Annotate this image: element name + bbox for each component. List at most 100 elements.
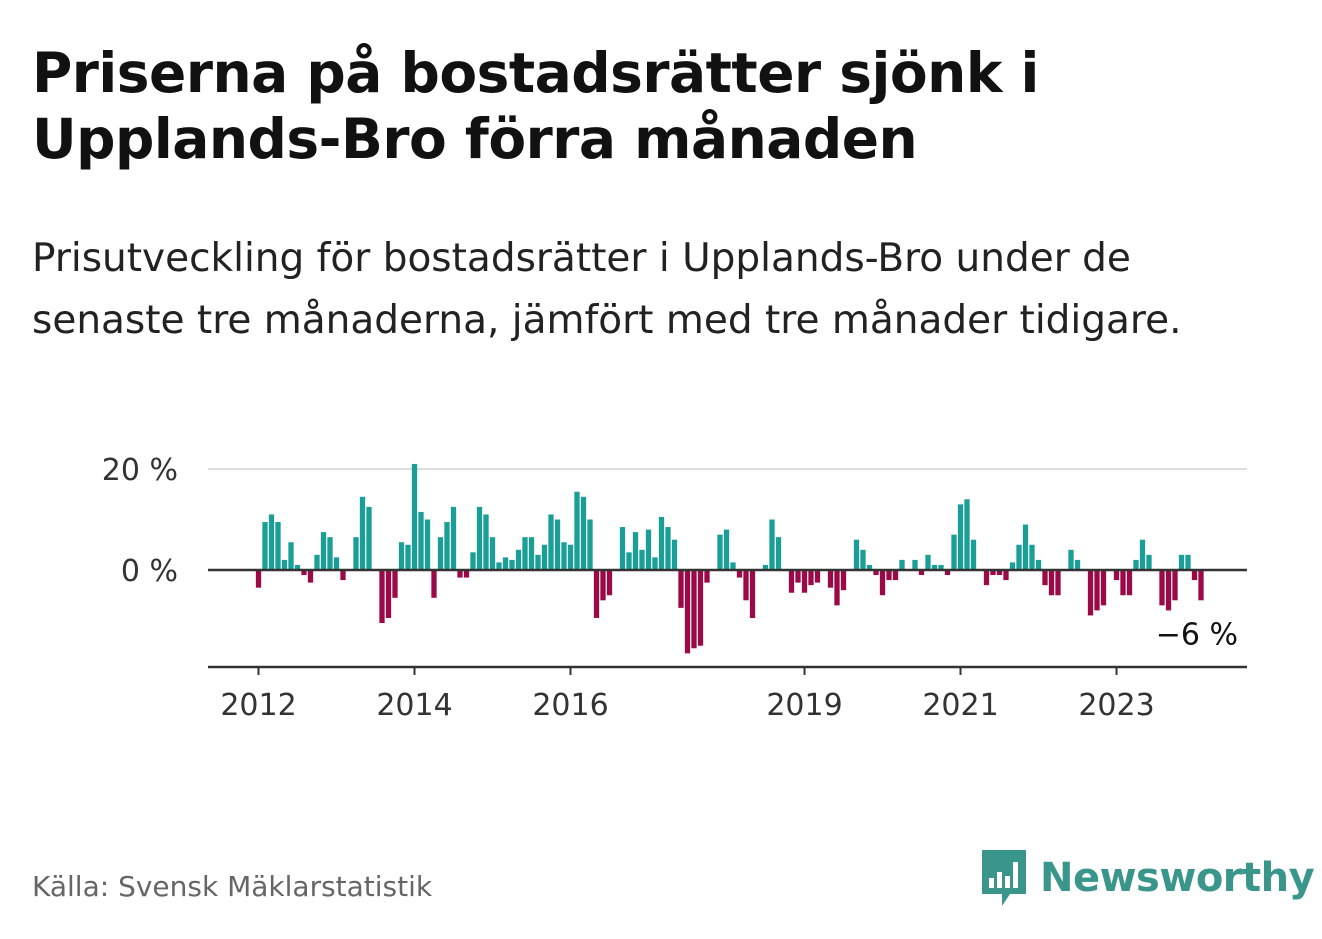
bar xyxy=(840,570,847,591)
bar xyxy=(704,570,710,583)
bar xyxy=(879,570,886,596)
bar xyxy=(275,522,281,570)
bar xyxy=(853,539,860,570)
bar xyxy=(1022,524,1029,570)
bar xyxy=(574,491,580,570)
brand-name: Newsworthy xyxy=(1040,855,1315,901)
bar xyxy=(288,542,294,570)
bar xyxy=(606,570,613,596)
bar xyxy=(1100,570,1107,606)
bar xyxy=(652,557,658,570)
bar xyxy=(970,539,977,570)
newsworthy-logo-icon xyxy=(982,850,1026,906)
bar xyxy=(424,519,431,570)
labels: 20 % 0 % 2012 2014 2016 2019 2021 2023 −6 % xyxy=(102,453,1238,723)
bar xyxy=(964,499,970,570)
bar xyxy=(437,537,444,570)
bar xyxy=(385,570,392,618)
bar xyxy=(1003,570,1009,581)
bar xyxy=(827,570,834,588)
bar xyxy=(483,514,489,570)
bar xyxy=(600,570,606,601)
bar xyxy=(665,527,671,570)
bar xyxy=(1159,570,1165,606)
bar xyxy=(294,564,301,570)
bar xyxy=(938,564,944,570)
bar xyxy=(749,570,756,618)
bar xyxy=(944,570,951,576)
bar xyxy=(639,549,645,570)
bar xyxy=(1035,559,1042,570)
bar xyxy=(1016,544,1022,570)
bar xyxy=(392,570,398,598)
bar xyxy=(736,570,743,578)
bar xyxy=(684,570,691,654)
bar xyxy=(281,559,288,570)
y-tick-label: 0 % xyxy=(121,554,178,589)
bar xyxy=(645,529,652,570)
bar xyxy=(593,570,600,618)
x-tick-label: 2014 xyxy=(376,688,452,723)
bar xyxy=(1126,570,1133,596)
bar xyxy=(951,534,957,570)
bar xyxy=(717,534,723,570)
bar xyxy=(957,504,964,570)
bar xyxy=(450,506,457,570)
bar xyxy=(814,570,821,583)
bar xyxy=(502,557,509,570)
bar xyxy=(658,516,665,570)
bar xyxy=(912,559,918,570)
bar xyxy=(255,570,262,588)
bar xyxy=(398,542,405,570)
bar xyxy=(769,519,775,570)
bar xyxy=(808,570,814,586)
chart-subtitle: Prisutveckling för bostadsrätter i Uppla… xyxy=(32,236,1182,343)
bar xyxy=(691,570,697,649)
bar xyxy=(444,522,450,570)
bar xyxy=(671,539,678,570)
bar xyxy=(1029,544,1035,570)
bar xyxy=(1087,570,1094,616)
bar xyxy=(1185,554,1191,570)
bar xyxy=(632,532,639,570)
bar xyxy=(333,557,340,570)
bar xyxy=(918,570,925,576)
bar xyxy=(1198,570,1204,601)
bar xyxy=(1120,570,1126,596)
bar xyxy=(892,570,899,581)
bar xyxy=(1009,562,1016,570)
bar xyxy=(262,522,268,570)
x-tick-label: 2012 xyxy=(220,688,296,723)
bar xyxy=(476,506,483,570)
bar xyxy=(775,537,782,570)
chart-title: Priserna på bostadsrätter sjönk i Upplan… xyxy=(32,41,1039,171)
bar xyxy=(1068,549,1074,570)
bar xyxy=(626,552,632,570)
bar xyxy=(509,559,515,570)
x-tick-label: 2016 xyxy=(532,688,608,723)
bar xyxy=(834,570,840,606)
bar xyxy=(320,532,327,570)
x-tick-label: 2023 xyxy=(1078,688,1154,723)
bar xyxy=(1048,570,1055,596)
bar xyxy=(541,544,548,570)
bar xyxy=(1172,570,1178,601)
bar xyxy=(678,570,684,608)
bar xyxy=(1113,570,1120,581)
bar xyxy=(925,554,931,570)
bar xyxy=(548,514,554,570)
x-tick-label: 2019 xyxy=(766,688,842,723)
bar xyxy=(899,559,905,570)
bar xyxy=(567,544,574,570)
axes xyxy=(208,568,1247,675)
bar xyxy=(801,570,808,593)
bar xyxy=(470,552,476,570)
bar xyxy=(405,544,411,570)
bar xyxy=(1042,570,1048,586)
bar xyxy=(314,554,320,570)
bar xyxy=(996,570,1003,576)
bar xyxy=(1178,554,1185,570)
bar xyxy=(743,570,749,601)
bar xyxy=(990,570,996,576)
bar xyxy=(886,570,892,581)
